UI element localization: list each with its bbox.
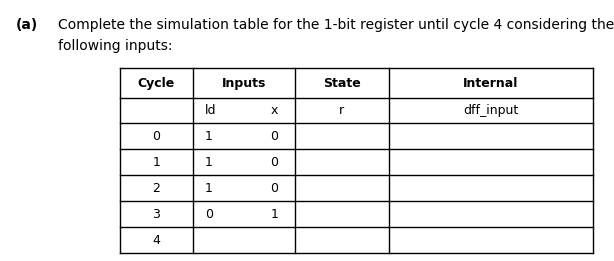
Text: 0: 0 (152, 130, 160, 143)
Text: Internal: Internal (463, 77, 519, 90)
Text: 1: 1 (205, 182, 212, 195)
Text: 4: 4 (152, 234, 160, 247)
Text: 1: 1 (205, 130, 212, 143)
Text: 1: 1 (270, 208, 278, 221)
Text: State: State (323, 77, 361, 90)
Text: r: r (340, 104, 344, 117)
Text: 2: 2 (152, 182, 160, 195)
Text: 1: 1 (205, 156, 212, 169)
Text: 0: 0 (270, 182, 278, 195)
Text: x: x (271, 104, 278, 117)
Text: ld: ld (205, 104, 216, 117)
Text: 0: 0 (205, 208, 213, 221)
Text: dff_input: dff_input (463, 104, 518, 117)
Text: Complete the simulation table for the 1-bit register until cycle 4 considering t: Complete the simulation table for the 1-… (58, 18, 614, 53)
Text: 0: 0 (270, 156, 278, 169)
Text: Cycle: Cycle (138, 77, 175, 90)
Text: Inputs: Inputs (222, 77, 266, 90)
Text: 3: 3 (152, 208, 160, 221)
Text: (a): (a) (15, 18, 37, 32)
Text: 1: 1 (152, 156, 160, 169)
Text: 0: 0 (270, 130, 278, 143)
